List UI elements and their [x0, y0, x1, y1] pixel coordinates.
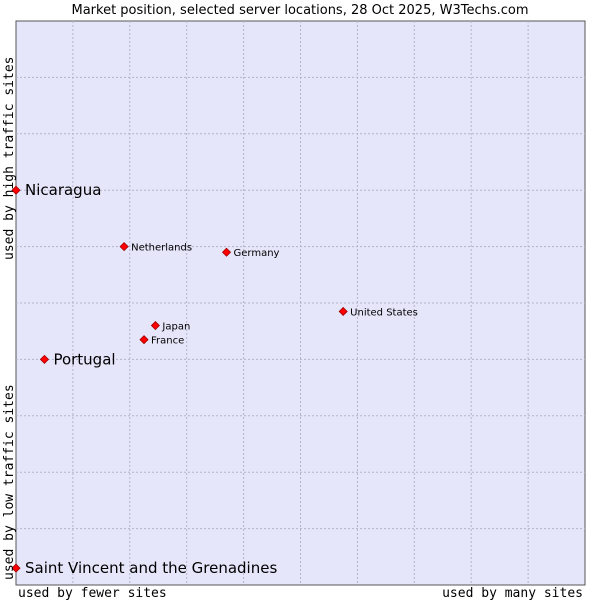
point-label-netherlands: Netherlands — [131, 243, 192, 254]
x-axis-label-left: used by fewer sites — [18, 586, 167, 600]
point-marker-united-states — [338, 306, 348, 317]
point-label-japan: Japan — [161, 322, 190, 333]
chart-title: Market position, selected server locatio… — [71, 3, 528, 18]
point-marker-saint-vincent-and-the-grenadines — [11, 563, 21, 573]
data-points: Nicaragua Netherlands Germany United States… — [11, 181, 418, 577]
point-label-france: France — [151, 336, 184, 347]
point-marker-japan — [150, 320, 160, 331]
point-label-portugal: Portugal — [53, 350, 115, 368]
x-axis-label-right: used by many sites — [442, 586, 583, 600]
point-marker-france — [139, 335, 149, 345]
point-marker-germany — [221, 247, 232, 257]
point-label-nicaragua: Nicaragua — [25, 181, 101, 199]
point-marker-netherlands — [119, 242, 129, 252]
point-label-germany: Germany — [234, 248, 280, 259]
point-marker-nicaragua — [11, 185, 21, 195]
point-label-united-states: United States — [350, 307, 418, 318]
y-axis-label-top: used by high traffic sites — [2, 57, 17, 261]
grid-lines — [16, 21, 585, 585]
y-axis-label-bottom: used by low traffic sites — [2, 384, 17, 580]
point-label-saint-vincent-and-the-grenadines: Saint Vincent and the Grenadines — [25, 559, 277, 577]
point-marker-portugal — [39, 354, 50, 364]
